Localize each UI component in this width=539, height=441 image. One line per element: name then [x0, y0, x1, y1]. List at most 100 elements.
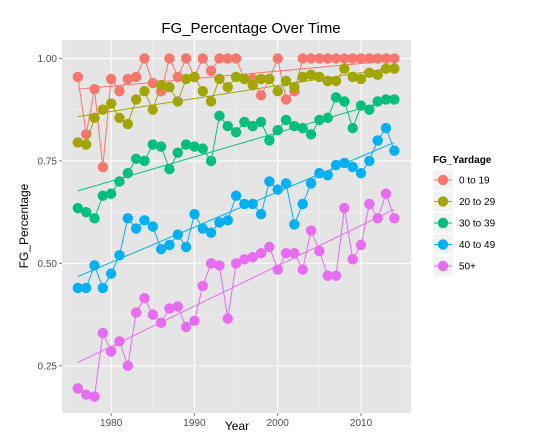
data-point [322, 112, 333, 124]
data-point [355, 239, 367, 251]
data-point [97, 104, 109, 115]
data-point [114, 176, 125, 187]
data-point [355, 53, 367, 64]
data-point [264, 176, 275, 187]
data-point [230, 190, 242, 201]
data-point [214, 53, 225, 64]
data-point [297, 264, 308, 275]
data-point [205, 96, 217, 107]
data-point [247, 198, 258, 210]
data-point [280, 114, 292, 126]
data-point [89, 83, 100, 95]
data-point [322, 270, 333, 281]
data-point [155, 141, 167, 152]
series-group [72, 63, 400, 150]
legend-label: 40 to 49 [459, 240, 496, 251]
data-point [205, 65, 217, 76]
plot-panel [62, 40, 411, 413]
data-point [105, 188, 117, 199]
data-point [355, 100, 367, 111]
data-point [280, 75, 292, 87]
data-point [289, 81, 300, 93]
data-point [230, 53, 242, 64]
data-point [297, 71, 308, 83]
data-point [139, 293, 150, 304]
data-point [197, 53, 208, 64]
y-axis-ticks: 0.25 0.50 0.75 1.00 [38, 54, 62, 372]
data-point [139, 215, 150, 226]
data-point [205, 227, 217, 238]
data-point [330, 92, 342, 103]
data-point [389, 145, 400, 156]
data-point [330, 159, 342, 171]
data-point [230, 258, 242, 269]
data-point [364, 53, 375, 64]
data-point [322, 75, 333, 87]
data-point [105, 346, 117, 357]
data-point [364, 67, 375, 78]
data-point [155, 243, 167, 255]
data-point [122, 118, 134, 130]
y-tick-label: 0.25 [38, 361, 58, 372]
data-point [130, 223, 142, 234]
data-point [80, 139, 92, 150]
data-point [172, 71, 183, 83]
data-point [97, 190, 109, 201]
legend-key-point [437, 260, 449, 272]
data-point [372, 53, 383, 64]
data-point [230, 71, 242, 83]
data-point [272, 184, 283, 195]
data-point [380, 94, 392, 105]
data-point [322, 170, 333, 181]
data-point [214, 260, 225, 271]
data-point [255, 116, 267, 128]
data-point [222, 215, 233, 226]
data-point [389, 63, 400, 74]
data-point [364, 155, 375, 167]
data-point [380, 188, 392, 199]
data-series [72, 53, 400, 402]
data-point [355, 168, 367, 179]
data-point [80, 206, 92, 218]
data-point [339, 96, 350, 107]
data-point [289, 120, 300, 132]
data-point [255, 209, 267, 220]
data-point [197, 86, 208, 97]
data-point [372, 96, 383, 107]
data-point [222, 53, 233, 64]
data-point [339, 157, 350, 169]
data-point [189, 141, 200, 152]
data-point [89, 213, 100, 224]
data-point [114, 112, 125, 124]
data-point [222, 120, 233, 132]
data-point [172, 96, 183, 107]
data-point [130, 94, 142, 105]
data-point [105, 73, 117, 85]
data-point [372, 213, 383, 224]
data-point [264, 135, 275, 146]
data-point [330, 270, 342, 281]
data-point [222, 313, 233, 324]
legend-key-point [437, 174, 449, 186]
data-point [197, 143, 208, 154]
data-point [247, 252, 258, 263]
data-point [347, 53, 358, 64]
trend-line [77, 208, 395, 364]
data-point [114, 336, 125, 347]
data-point [130, 71, 142, 83]
data-point [305, 69, 317, 81]
data-point [347, 71, 358, 83]
data-point [247, 120, 258, 132]
data-point [289, 219, 300, 230]
series-group [72, 122, 400, 294]
data-point [255, 90, 267, 101]
data-point [205, 155, 217, 167]
data-point [172, 229, 183, 240]
data-point [172, 301, 183, 312]
y-axis-title: FG_Percentage [17, 183, 31, 268]
data-point [272, 86, 283, 97]
data-point [347, 161, 358, 173]
data-point [89, 260, 100, 271]
data-point [389, 213, 400, 224]
